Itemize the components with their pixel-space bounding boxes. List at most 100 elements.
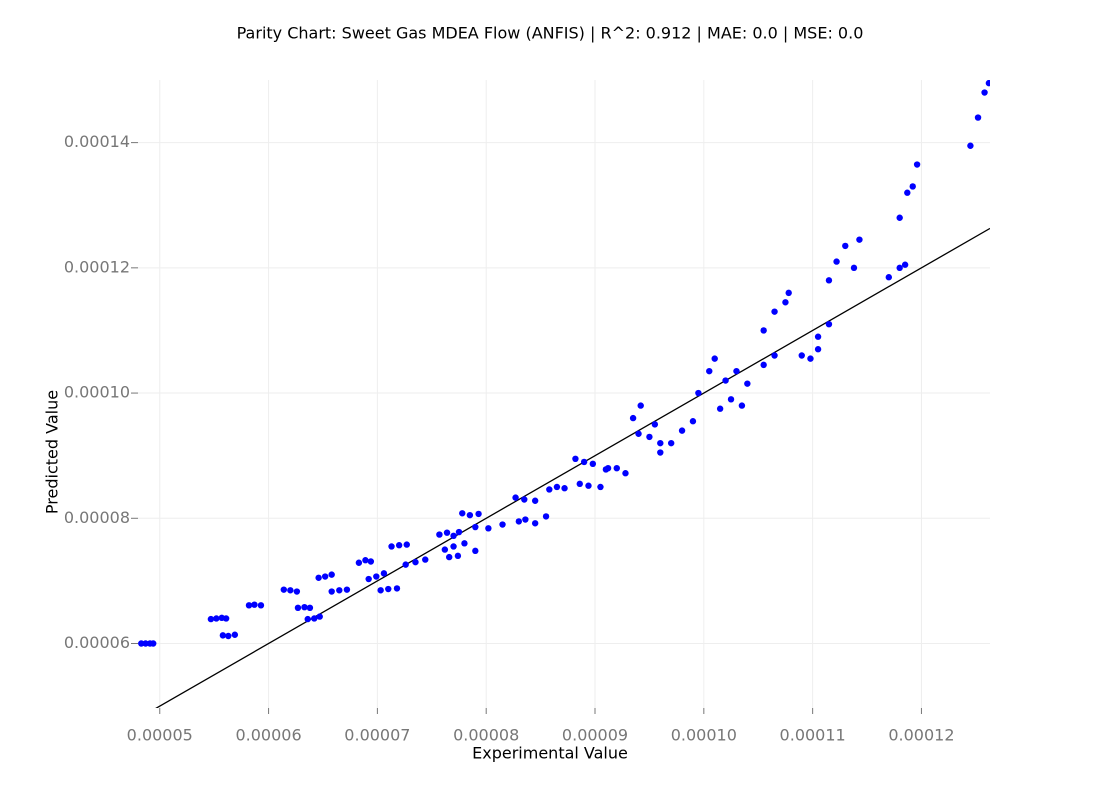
point [760, 327, 767, 334]
point [885, 274, 893, 281]
point [722, 377, 729, 384]
point [436, 531, 443, 538]
point [207, 615, 215, 623]
x-tick-label: 0.00005 [127, 726, 193, 745]
point [856, 236, 863, 243]
point [572, 455, 579, 463]
point [531, 520, 539, 527]
point [667, 439, 675, 447]
x-axis-label: Experimental Value [472, 744, 628, 763]
point [613, 464, 620, 472]
point [377, 587, 384, 594]
point [328, 588, 335, 595]
point [576, 480, 583, 488]
x-tick-label: 0.00011 [780, 726, 846, 745]
point [657, 439, 664, 447]
point [651, 421, 659, 428]
point [542, 513, 550, 520]
point [901, 261, 909, 268]
point [597, 483, 604, 491]
point [913, 161, 921, 168]
x-tick-label: 0.00008 [453, 726, 519, 745]
point [402, 561, 409, 568]
point [689, 418, 697, 425]
point [454, 552, 462, 560]
point [450, 543, 457, 550]
point [443, 529, 451, 536]
point [585, 482, 592, 489]
point [896, 214, 903, 221]
point [657, 449, 664, 456]
point [561, 485, 568, 492]
point [738, 402, 746, 409]
point [388, 543, 395, 550]
point [637, 402, 644, 409]
point [716, 405, 724, 412]
point [311, 615, 318, 622]
point [833, 258, 840, 265]
y-tick-label: 0.00012 [64, 257, 130, 276]
point [771, 352, 778, 359]
point [219, 632, 227, 639]
point [293, 588, 301, 595]
point [213, 615, 220, 622]
point [222, 615, 230, 622]
x-tick-label: 0.00007 [344, 726, 410, 745]
point [150, 640, 157, 647]
point [760, 361, 767, 369]
point [287, 587, 294, 594]
point [744, 380, 751, 387]
point [807, 355, 814, 362]
point [472, 547, 479, 555]
point [472, 523, 479, 531]
point [904, 189, 911, 196]
x-tick-label: 0.00012 [888, 726, 954, 745]
point [967, 142, 974, 149]
point [257, 602, 265, 609]
point [316, 613, 323, 620]
point [412, 558, 419, 566]
y-axis-label: Predicted Value [43, 390, 62, 514]
chart-title: Parity Chart: Sweet Gas MDEA Flow (ANFIS… [237, 24, 864, 43]
point [580, 458, 588, 466]
point [403, 541, 410, 548]
point [395, 542, 403, 549]
point [842, 242, 849, 250]
plot-area [138, 80, 990, 708]
point [245, 602, 253, 609]
point [985, 80, 990, 87]
point [695, 389, 702, 397]
x-tick-label: 0.00006 [235, 726, 301, 745]
y-tick-label: 0.00014 [64, 132, 130, 151]
point [301, 603, 308, 611]
y-tick-label: 0.00008 [64, 508, 130, 527]
point [343, 586, 351, 593]
point [733, 367, 740, 375]
x-tick-label: 0.00010 [671, 726, 737, 745]
point [294, 604, 302, 612]
point [367, 558, 375, 565]
point [706, 367, 713, 375]
point [771, 308, 778, 315]
point [531, 497, 539, 504]
point [522, 516, 529, 523]
y-tick-label: 0.00010 [64, 383, 130, 402]
point [825, 320, 833, 328]
point [393, 585, 401, 592]
point [711, 355, 718, 362]
point [499, 521, 506, 528]
point [546, 486, 553, 493]
point [909, 183, 916, 190]
x-tick-label: 0.00009 [562, 726, 628, 745]
point [850, 264, 858, 272]
point [365, 575, 372, 583]
point [974, 114, 982, 121]
point [355, 559, 363, 566]
point [304, 615, 311, 623]
point [475, 510, 482, 518]
point [602, 466, 610, 473]
point [896, 264, 903, 272]
point [455, 528, 463, 536]
point [251, 601, 258, 608]
